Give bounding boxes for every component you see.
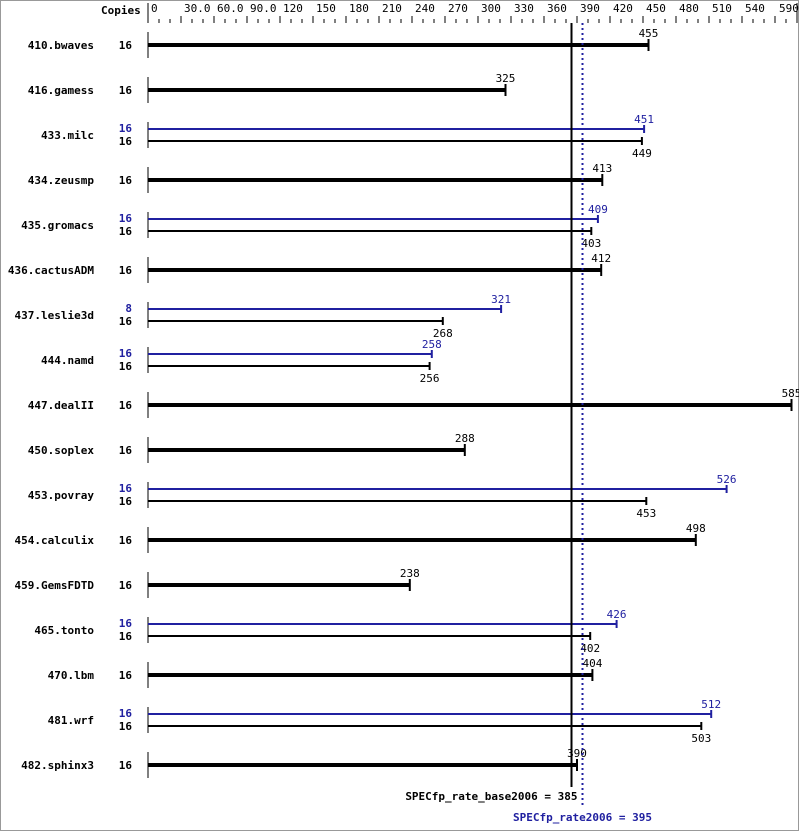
base-copies: 16: [119, 630, 133, 643]
base-value-label: 455: [639, 27, 659, 40]
base-copies: 16: [119, 174, 133, 187]
tick-label: 360: [547, 2, 567, 15]
tick-label: 0: [151, 2, 158, 15]
peak-copies: 16: [119, 707, 133, 720]
tick-label: 270: [448, 2, 468, 15]
peak-copies: 16: [119, 482, 133, 495]
base-copies: 16: [119, 534, 133, 547]
peak-value-label: 258: [422, 338, 442, 351]
tick-label: 330: [514, 2, 534, 15]
base-value-label: 390: [567, 747, 587, 760]
base-value-label: 413: [592, 162, 612, 175]
peak-copies: 8: [125, 302, 132, 315]
peak-value-label: 409: [588, 203, 608, 216]
base-value-label: 238: [400, 567, 420, 580]
benchmark-label: 433.milc: [41, 129, 94, 142]
base-copies: 16: [119, 399, 133, 412]
base-copies: 16: [119, 135, 133, 148]
base-value-label: 402: [580, 642, 600, 655]
base-value-label: 404: [582, 657, 602, 670]
base-copies: 16: [119, 759, 133, 772]
benchmark-label: 453.povray: [28, 489, 95, 502]
base-value-label: 325: [496, 72, 516, 85]
base-copies: 16: [119, 495, 133, 508]
benchmark-label: 450.soplex: [28, 444, 95, 457]
peak-value-label: 321: [491, 293, 511, 306]
peak-copies: 16: [119, 617, 133, 630]
tick-label: 510: [712, 2, 732, 15]
tick-label: 420: [613, 2, 633, 15]
base-copies: 16: [119, 720, 133, 733]
base-copies: 16: [119, 360, 133, 373]
benchmark-label: 447.dealII: [28, 399, 94, 412]
tick-label: 390: [580, 2, 600, 15]
peak-copies: 16: [119, 122, 133, 135]
base-value-label: 585: [782, 387, 799, 400]
benchmark-label: 481.wrf: [48, 714, 94, 727]
benchmark-label: 410.bwaves: [28, 39, 94, 52]
benchmark-label: 437.leslie3d: [15, 309, 94, 322]
base-copies: 16: [119, 264, 133, 277]
benchmark-label: 470.lbm: [48, 669, 95, 682]
peak-value-label: 426: [607, 608, 627, 621]
tick-label: 120: [283, 2, 303, 15]
base-copies: 16: [119, 669, 133, 682]
base-value-label: 288: [455, 432, 475, 445]
benchmark-label: 436.cactusADM: [8, 264, 94, 277]
peak-summary-label: SPECfp_rate2006 = 395: [513, 811, 652, 824]
benchmark-label: 454.calculix: [15, 534, 95, 547]
tick-label: 480: [679, 2, 699, 15]
tick-label: 30.0: [184, 2, 211, 15]
tick-label: 150: [316, 2, 336, 15]
peak-copies: 16: [119, 347, 133, 360]
base-copies: 16: [119, 444, 133, 457]
peak-value-label: 526: [717, 473, 737, 486]
benchmark-label: 434.zeusmp: [28, 174, 95, 187]
base-copies: 16: [119, 315, 133, 328]
base-value-label: 256: [420, 372, 440, 385]
tick-label: 210: [382, 2, 402, 15]
peak-value-label: 512: [701, 698, 721, 711]
tick-label: 540: [745, 2, 765, 15]
base-value-label: 498: [686, 522, 706, 535]
copies-header: Copies: [101, 4, 141, 17]
tick-label: 180: [349, 2, 369, 15]
base-value-label: 403: [581, 237, 601, 250]
benchmark-label: 482.sphinx3: [21, 759, 94, 772]
peak-value-label: 451: [634, 113, 654, 126]
benchmark-label: 444.namd: [41, 354, 94, 367]
benchmark-label: 435.gromacs: [21, 219, 94, 232]
base-value-label: 412: [591, 252, 611, 265]
base-value-label: 453: [636, 507, 656, 520]
base-copies: 16: [119, 579, 133, 592]
tick-label: 240: [415, 2, 435, 15]
base-value-label: 449: [632, 147, 652, 160]
base-summary-label: SPECfp_rate_base2006 = 385: [405, 790, 577, 803]
tick-label: 590: [779, 2, 799, 15]
benchmark-label: 459.GemsFDTD: [15, 579, 95, 592]
benchmark-label: 416.gamess: [28, 84, 94, 97]
tick-label: 60.0: [217, 2, 244, 15]
base-value-label: 268: [433, 327, 453, 340]
tick-label: 300: [481, 2, 501, 15]
base-copies: 16: [119, 225, 133, 238]
peak-copies: 16: [119, 212, 133, 225]
tick-label: 90.0: [250, 2, 277, 15]
base-value-label: 503: [691, 732, 711, 745]
base-copies: 16: [119, 39, 133, 52]
tick-label: 450: [646, 2, 666, 15]
benchmark-label: 465.tonto: [34, 624, 94, 637]
base-copies: 16: [119, 84, 133, 97]
